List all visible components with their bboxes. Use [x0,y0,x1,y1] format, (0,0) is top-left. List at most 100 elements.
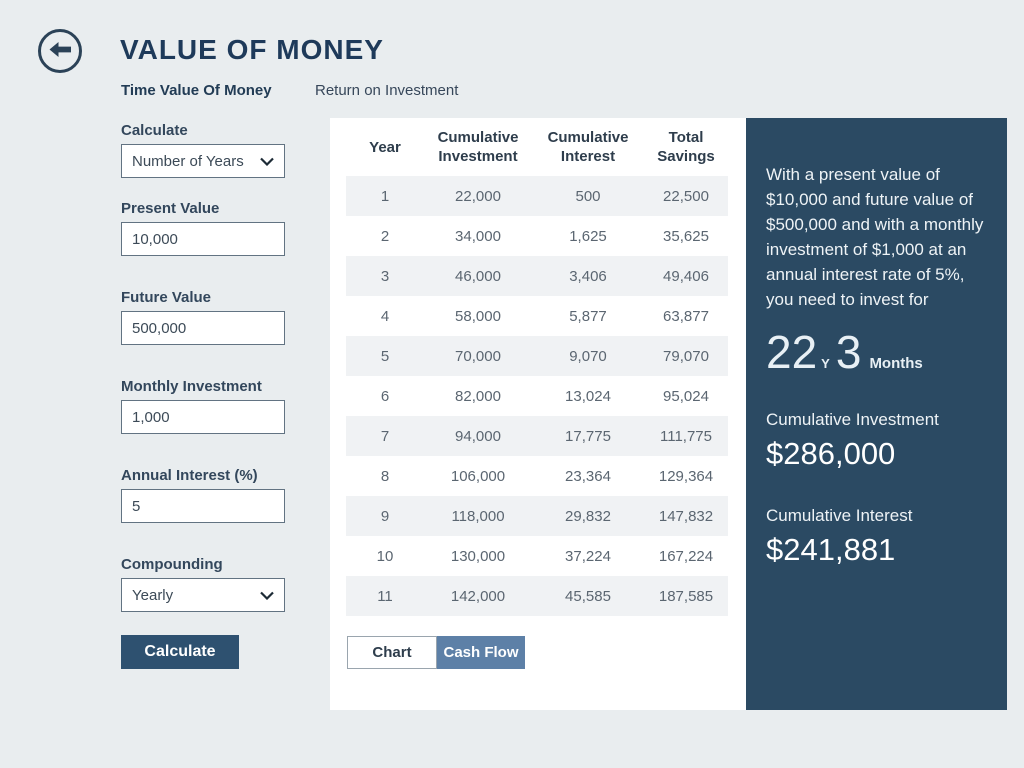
table-header-row: Year Cumulative Investment Cumulative In… [346,118,728,176]
table-cell: 3,406 [569,267,607,285]
page-title: VALUE OF MONEY [120,34,384,65]
months-value: 3 [835,326,862,378]
table-cell: 8 [380,467,390,485]
annual-interest-label: Annual Interest (%) [121,467,258,484]
table-cell: 10 [376,547,394,565]
table-cell: 46,000 [455,267,501,285]
compounding-label: Compounding [121,556,223,573]
months-unit: Months [869,355,923,372]
result-duration: 22 Y 3 Months [766,328,991,376]
table-cell: 9,070 [569,347,607,365]
cumulative-interest-stat: Cumulative Interest $241,881 [766,506,991,568]
calculate-button[interactable]: Calculate [121,635,239,669]
cash-flow-toggle-button[interactable]: Cash Flow [437,636,525,669]
present-value-input[interactable] [121,222,285,256]
present-value-label: Present Value [121,200,220,217]
table-cell: 13,024 [565,387,611,405]
table-cell: 1 [380,187,390,205]
column-header-cumulative-investment: Cumulative Investment [437,129,519,165]
years-unit: Y [821,356,830,371]
table-cell: 147,832 [658,507,714,525]
chevron-down-icon [260,153,274,170]
tab-time-value-of-money[interactable]: Time Value Of Money [121,82,272,99]
years-value: 22 [766,326,818,378]
column-header-total-savings: Total Savings [657,129,715,165]
column-header-year: Year [369,138,401,156]
table-cell: 129,364 [658,467,714,485]
table-cell: 130,000 [450,547,506,565]
table-row: 3 46,000 3,406 49,406 [346,256,728,296]
table-cell: 106,000 [450,467,506,485]
back-button[interactable] [38,29,82,73]
table-cell: 111,775 [660,427,712,445]
table-row: 8 106,000 23,364 129,364 [346,456,728,496]
cumulative-investment-stat: Cumulative Investment $286,000 [766,410,991,472]
result-summary-text: With a present value of $10,000 and futu… [766,165,984,309]
monthly-investment-label: Monthly Investment [121,378,262,395]
table-row: 2 34,000 1,625 35,625 [346,216,728,256]
table-cell: 63,877 [663,307,709,325]
table-cell: 45,585 [565,587,611,605]
table-cell: 7 [380,427,390,445]
calculate-select[interactable]: Number of Years [121,144,285,178]
table-cell: 22,500 [663,187,709,205]
table-cell: 9 [380,507,390,525]
cumulative-investment-value: $286,000 [766,436,896,471]
table-cell: 94,000 [455,427,501,445]
table-row: 4 58,000 5,877 63,877 [346,296,728,336]
table-cell: 5 [380,347,390,365]
monthly-investment-input[interactable] [121,400,285,434]
table-cell: 167,224 [658,547,714,565]
table-cell: 2 [380,227,390,245]
chart-toggle-button[interactable]: Chart [347,636,437,669]
table-cell: 49,406 [663,267,709,285]
table-cell: 37,224 [565,547,611,565]
table-cell: 34,000 [455,227,501,245]
cumulative-investment-label: Cumulative Investment [766,410,939,429]
table-cell: 79,070 [663,347,709,365]
table-cell: 5,877 [569,307,607,325]
table-row: 10 130,000 37,224 167,224 [346,536,728,576]
table-cell: 82,000 [455,387,501,405]
table-cell: 6 [380,387,390,405]
table-row: 6 82,000 13,024 95,024 [346,376,728,416]
table-cell: 4 [380,307,390,325]
table-cell: 22,000 [455,187,501,205]
table-body: 1 22,000 500 22,500 2 34,000 1,625 35,625 3 46,00… [346,176,728,616]
calculate-select-value: Number of Years [132,152,244,170]
table-row: 9 118,000 29,832 147,832 [346,496,728,536]
table-cell: 142,000 [450,587,506,605]
cumulative-interest-value: $241,881 [766,532,896,567]
table-cell: 1,625 [569,227,607,245]
table-cell: 187,585 [658,587,714,605]
table-row: 5 70,000 9,070 79,070 [346,336,728,376]
table-cell: 500 [575,187,601,205]
table-cell: 3 [380,267,390,285]
future-value-label: Future Value [121,289,212,306]
savings-table-panel: Year Cumulative Investment Cumulative In… [330,118,746,710]
table-cell: 118,000 [451,507,505,525]
table-cell: 17,775 [565,427,611,445]
column-header-cumulative-interest: Cumulative Interest [547,129,629,165]
savings-table: Year Cumulative Investment Cumulative In… [346,118,728,616]
compounding-select-value: Yearly [132,586,174,604]
result-panel: With a present value of $10,000 and futu… [746,118,1007,710]
table-cell: 70,000 [455,347,501,365]
table-cell: 35,625 [663,227,709,245]
back-arrow-icon [48,41,72,61]
table-cell: 29,832 [565,507,611,525]
annual-interest-input[interactable] [121,489,285,523]
view-toggle: Chart Cash Flow [347,636,525,669]
table-cell: 95,024 [663,387,709,405]
table-row: 1 22,000 500 22,500 [346,176,728,216]
table-row: 7 94,000 17,775 111,775 [346,416,728,456]
compounding-select[interactable]: Yearly [121,578,285,612]
table-cell: 11 [377,587,393,605]
table-row: 11 142,000 45,585 187,585 [346,576,728,616]
table-cell: 58,000 [455,307,501,325]
table-cell: 23,364 [565,467,611,485]
future-value-input[interactable] [121,311,285,345]
tab-return-on-investment[interactable]: Return on Investment [315,82,459,99]
cumulative-interest-label: Cumulative Interest [766,506,913,525]
